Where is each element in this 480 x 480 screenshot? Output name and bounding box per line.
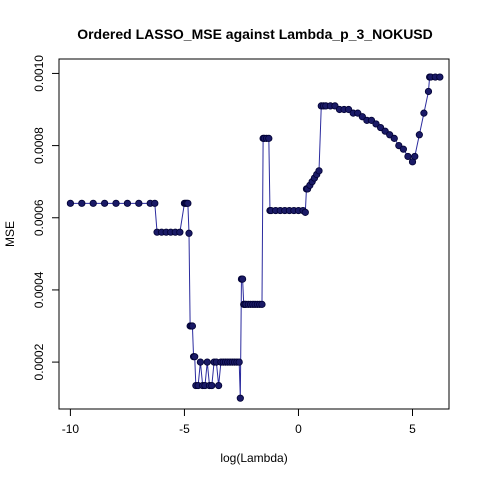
- y-tick-label: 0.0006: [32, 199, 46, 236]
- data-point: [301, 208, 309, 216]
- x-axis-label: log(Lambda): [220, 451, 287, 465]
- data-point: [112, 199, 120, 207]
- plot-frame: [58, 58, 450, 410]
- data-point: [191, 353, 199, 361]
- data-point: [123, 199, 132, 207]
- data-point: [215, 381, 223, 390]
- data-point: [424, 87, 433, 96]
- data-point: [404, 152, 412, 161]
- data-point: [315, 167, 323, 175]
- series-line: [70, 76, 440, 399]
- y-axis: 0.0002 0.0004 0.0006 0.0008 0.0010: [32, 55, 60, 380]
- data-point: [101, 199, 109, 207]
- data-point: [203, 358, 211, 366]
- data-point: [236, 394, 244, 402]
- data-point: [411, 152, 419, 161]
- y-tick-label: 0.0008: [32, 127, 46, 164]
- data-point: [399, 145, 407, 153]
- data-point: [238, 275, 247, 283]
- data-point: [135, 199, 143, 207]
- data-point: [265, 134, 273, 142]
- data-point: [436, 73, 444, 81]
- y-tick-label: 0.0004: [32, 271, 46, 308]
- series-layer: [66, 73, 444, 402]
- data-point: [188, 322, 197, 330]
- data-point: [258, 300, 266, 308]
- x-tick-label: 5: [409, 422, 416, 436]
- x-tick-label: -10: [62, 422, 80, 436]
- data-point: [235, 358, 243, 366]
- data-point: [78, 199, 86, 207]
- x-tick-label: -5: [179, 422, 190, 436]
- y-tick-label: 0.0010: [32, 55, 46, 92]
- data-point: [390, 134, 398, 142]
- data-point: [176, 228, 184, 236]
- data-point: [196, 358, 205, 366]
- data-point: [184, 199, 192, 207]
- data-point: [89, 199, 97, 207]
- data-point: [185, 229, 193, 237]
- data-point: [208, 381, 216, 390]
- chart-title: Ordered LASSO_MSE against Lambda_p_3_NOK…: [77, 26, 433, 42]
- data-point: [420, 109, 428, 117]
- y-tick-label: 0.0002: [32, 343, 46, 380]
- y-axis-label: MSE: [3, 221, 17, 247]
- x-axis: -10 -5 0 5: [62, 408, 416, 436]
- data-point: [415, 131, 423, 139]
- data-point: [66, 199, 75, 207]
- x-tick-label: 0: [295, 422, 302, 436]
- data-point: [151, 199, 159, 207]
